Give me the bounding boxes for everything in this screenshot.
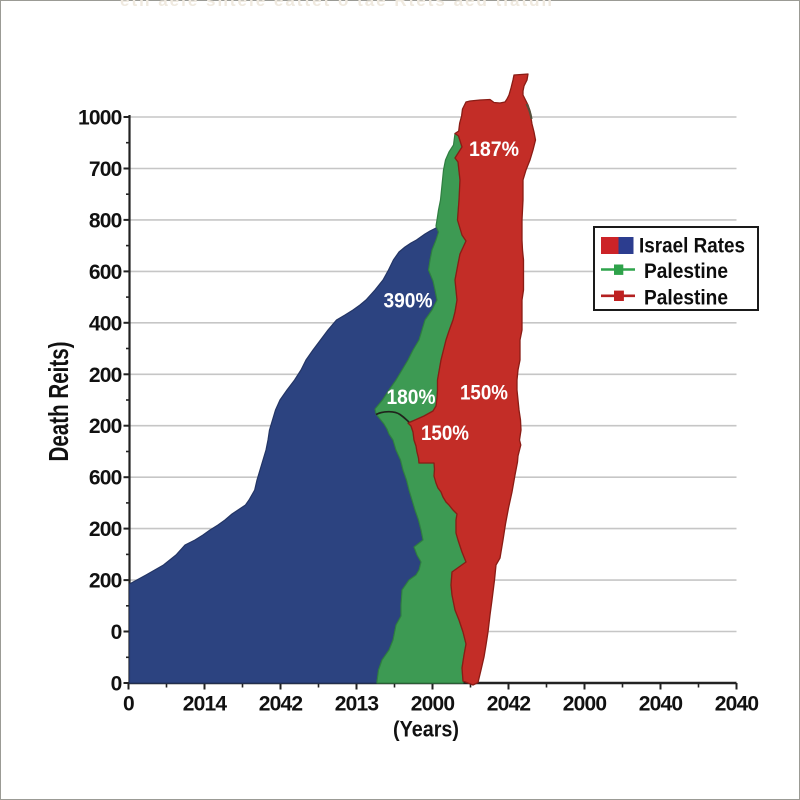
svg-text:150%: 150% xyxy=(460,381,508,405)
svg-text:800: 800 xyxy=(89,209,122,232)
svg-text:2042: 2042 xyxy=(259,693,303,716)
svg-text:0: 0 xyxy=(123,693,134,716)
svg-text:2042: 2042 xyxy=(487,693,531,716)
svg-text:0: 0 xyxy=(111,621,122,644)
svg-text:180%: 180% xyxy=(387,385,436,409)
svg-text:200: 200 xyxy=(89,518,122,541)
svg-text:200: 200 xyxy=(89,570,122,593)
svg-text:2000: 2000 xyxy=(563,693,607,716)
svg-text:2000: 2000 xyxy=(411,693,455,716)
svg-text:0: 0 xyxy=(111,673,122,696)
svg-text:700: 700 xyxy=(89,158,122,181)
svg-text:2040: 2040 xyxy=(639,693,683,716)
svg-text:2014: 2014 xyxy=(183,693,228,716)
svg-text:2013: 2013 xyxy=(335,693,379,716)
svg-text:390%: 390% xyxy=(384,289,433,313)
svg-text:400: 400 xyxy=(89,312,122,335)
svg-text:1000: 1000 xyxy=(78,107,122,130)
svg-text:Israel Rates: Israel Rates xyxy=(639,234,745,258)
svg-text:eth aeie snteie eattet o tae R: eth aeie snteie eattet o tae Rtets aed t… xyxy=(120,0,554,10)
svg-text:(Years): (Years) xyxy=(393,717,459,742)
svg-text:200: 200 xyxy=(89,364,122,387)
svg-text:200: 200 xyxy=(89,415,122,438)
svg-text:Palestine: Palestine xyxy=(644,259,728,283)
svg-text:Death Reits): Death Reits) xyxy=(43,342,74,462)
svg-text:2040: 2040 xyxy=(715,693,759,716)
svg-text:Palestine: Palestine xyxy=(644,286,728,310)
svg-text:150%: 150% xyxy=(421,421,469,445)
svg-text:600: 600 xyxy=(89,261,122,284)
svg-text:187%: 187% xyxy=(469,137,519,161)
svg-text:600: 600 xyxy=(89,467,122,490)
